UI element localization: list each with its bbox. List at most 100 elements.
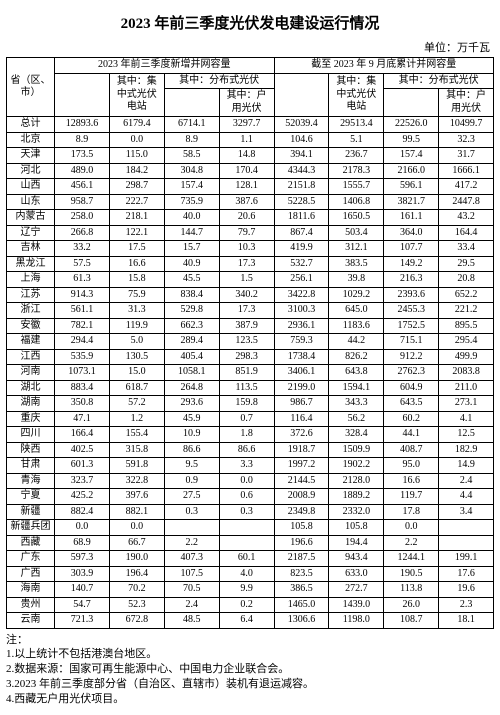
table-cell: 529.8 bbox=[164, 303, 219, 319]
col-b-sub2a: 其中：户用光伏 bbox=[439, 89, 494, 117]
table-cell: 57.2 bbox=[109, 396, 164, 412]
table-cell: 190.5 bbox=[384, 566, 439, 582]
table-row: 山东958.7222.7735.9387.65228.51406.83821.7… bbox=[7, 194, 494, 210]
table-cell: 122.1 bbox=[109, 225, 164, 241]
table-cell: 浙江 bbox=[7, 303, 55, 319]
table-cell: 总计 bbox=[7, 117, 55, 133]
table-cell: 61.3 bbox=[55, 272, 110, 288]
table-cell: 29.5 bbox=[439, 256, 494, 272]
note-line: 1.以上统计不包括港澳台地区。 bbox=[6, 647, 494, 662]
table-cell: 1.8 bbox=[219, 427, 274, 443]
table-cell: 26.0 bbox=[384, 597, 439, 613]
table-cell: 104.6 bbox=[274, 132, 329, 148]
table-cell: 838.4 bbox=[164, 287, 219, 303]
table-cell: 503.4 bbox=[329, 225, 384, 241]
table-cell: 1306.6 bbox=[274, 613, 329, 629]
table-row: 甘肃601.3591.89.53.31997.21902.295.014.9 bbox=[7, 458, 494, 474]
table-cell: 256.1 bbox=[274, 272, 329, 288]
table-cell: 9.5 bbox=[164, 458, 219, 474]
table-cell: 986.7 bbox=[274, 396, 329, 412]
table-cell: 2349.8 bbox=[274, 504, 329, 520]
table-row: 安徽782.1119.9662.3387.92936.11183.61752.5… bbox=[7, 318, 494, 334]
table-row: 福建294.45.0289.4123.5759.344.2715.1295.4 bbox=[7, 334, 494, 350]
table-cell: 1058.1 bbox=[164, 365, 219, 381]
table-cell: 1.1 bbox=[219, 132, 274, 148]
table-cell: 419.9 bbox=[274, 241, 329, 257]
table-cell: 45.5 bbox=[164, 272, 219, 288]
notes-header: 注： bbox=[6, 633, 494, 648]
table-row: 河南1073.115.01058.1851.93406.1643.82762.3… bbox=[7, 365, 494, 381]
table-cell: 867.4 bbox=[274, 225, 329, 241]
table-cell: 1650.5 bbox=[329, 210, 384, 226]
table-row: 浙江561.131.3529.817.33100.3645.02455.3221… bbox=[7, 303, 494, 319]
table-cell: 264.8 bbox=[164, 380, 219, 396]
table-cell: 6714.1 bbox=[164, 117, 219, 133]
table-cell: 66.7 bbox=[109, 535, 164, 551]
table-cell: 0.9 bbox=[164, 473, 219, 489]
table-cell: 3821.7 bbox=[384, 194, 439, 210]
table-row: 重庆47.11.245.90.7116.456.260.24.1 bbox=[7, 411, 494, 427]
table-cell: 3.3 bbox=[219, 458, 274, 474]
table-cell: 20.8 bbox=[439, 272, 494, 288]
table-cell: 1666.1 bbox=[439, 163, 494, 179]
table-row: 吉林33.217.515.710.3419.9312.1107.733.4 bbox=[7, 241, 494, 257]
table-cell: 425.2 bbox=[55, 489, 110, 505]
col-b-total bbox=[274, 73, 329, 117]
table-cell: 4.4 bbox=[439, 489, 494, 505]
table-cell: 130.5 bbox=[109, 349, 164, 365]
table-cell: 2187.5 bbox=[274, 551, 329, 567]
table-cell: 149.2 bbox=[384, 256, 439, 272]
table-cell: 19.6 bbox=[439, 582, 494, 598]
table-cell: 甘肃 bbox=[7, 458, 55, 474]
table-row: 广东597.3190.0407.360.12187.5943.41244.119… bbox=[7, 551, 494, 567]
table-cell: 113.8 bbox=[384, 582, 439, 598]
col-a-total bbox=[55, 73, 110, 117]
table-cell: 10499.7 bbox=[439, 117, 494, 133]
table-cell: 18.1 bbox=[439, 613, 494, 629]
table-cell: 2.4 bbox=[439, 473, 494, 489]
table-cell: 2936.1 bbox=[274, 318, 329, 334]
table-cell: 386.5 bbox=[274, 582, 329, 598]
table-cell: 164.4 bbox=[439, 225, 494, 241]
table-cell: 0.0 bbox=[219, 473, 274, 489]
table-cell: 652.2 bbox=[439, 287, 494, 303]
table-cell: 2.3 bbox=[439, 597, 494, 613]
table-cell: 3406.1 bbox=[274, 365, 329, 381]
table-cell: 17.3 bbox=[219, 303, 274, 319]
table-row: 宁夏425.2397.627.50.62008.91889.2119.74.4 bbox=[7, 489, 494, 505]
table-cell: 3.4 bbox=[439, 504, 494, 520]
table-cell: 99.5 bbox=[384, 132, 439, 148]
table-cell: 672.8 bbox=[109, 613, 164, 629]
table-cell: 155.4 bbox=[109, 427, 164, 443]
table-cell: 372.6 bbox=[274, 427, 329, 443]
table-cell: 2332.0 bbox=[329, 504, 384, 520]
table-cell: 170.4 bbox=[219, 163, 274, 179]
table-cell: 1198.0 bbox=[329, 613, 384, 629]
table-cell: 456.1 bbox=[55, 179, 110, 195]
table-cell: 1509.9 bbox=[329, 442, 384, 458]
table-cell: 上海 bbox=[7, 272, 55, 288]
table-cell: 618.7 bbox=[109, 380, 164, 396]
table-cell: 黑龙江 bbox=[7, 256, 55, 272]
table-cell: 715.1 bbox=[384, 334, 439, 350]
table-cell: 广西 bbox=[7, 566, 55, 582]
table-cell: 陕西 bbox=[7, 442, 55, 458]
table-cell: 5.1 bbox=[329, 132, 384, 148]
table-cell: 3422.8 bbox=[274, 287, 329, 303]
table-cell: 1738.4 bbox=[274, 349, 329, 365]
table-cell: 江西 bbox=[7, 349, 55, 365]
table-cell: 江苏 bbox=[7, 287, 55, 303]
table-cell: 58.5 bbox=[164, 148, 219, 164]
table-cell: 40.9 bbox=[164, 256, 219, 272]
note-line: 4.西藏无户用光伏项目。 bbox=[6, 692, 494, 707]
table-cell: 105.8 bbox=[274, 520, 329, 536]
table-cell: 2151.8 bbox=[274, 179, 329, 195]
table-cell: 597.3 bbox=[55, 551, 110, 567]
table-cell: 2128.0 bbox=[329, 473, 384, 489]
table-cell: 408.7 bbox=[384, 442, 439, 458]
table-cell bbox=[164, 520, 219, 536]
table-cell: 735.9 bbox=[164, 194, 219, 210]
table-cell: 340.2 bbox=[219, 287, 274, 303]
table-cell: 33.4 bbox=[439, 241, 494, 257]
table-cell: 394.1 bbox=[274, 148, 329, 164]
